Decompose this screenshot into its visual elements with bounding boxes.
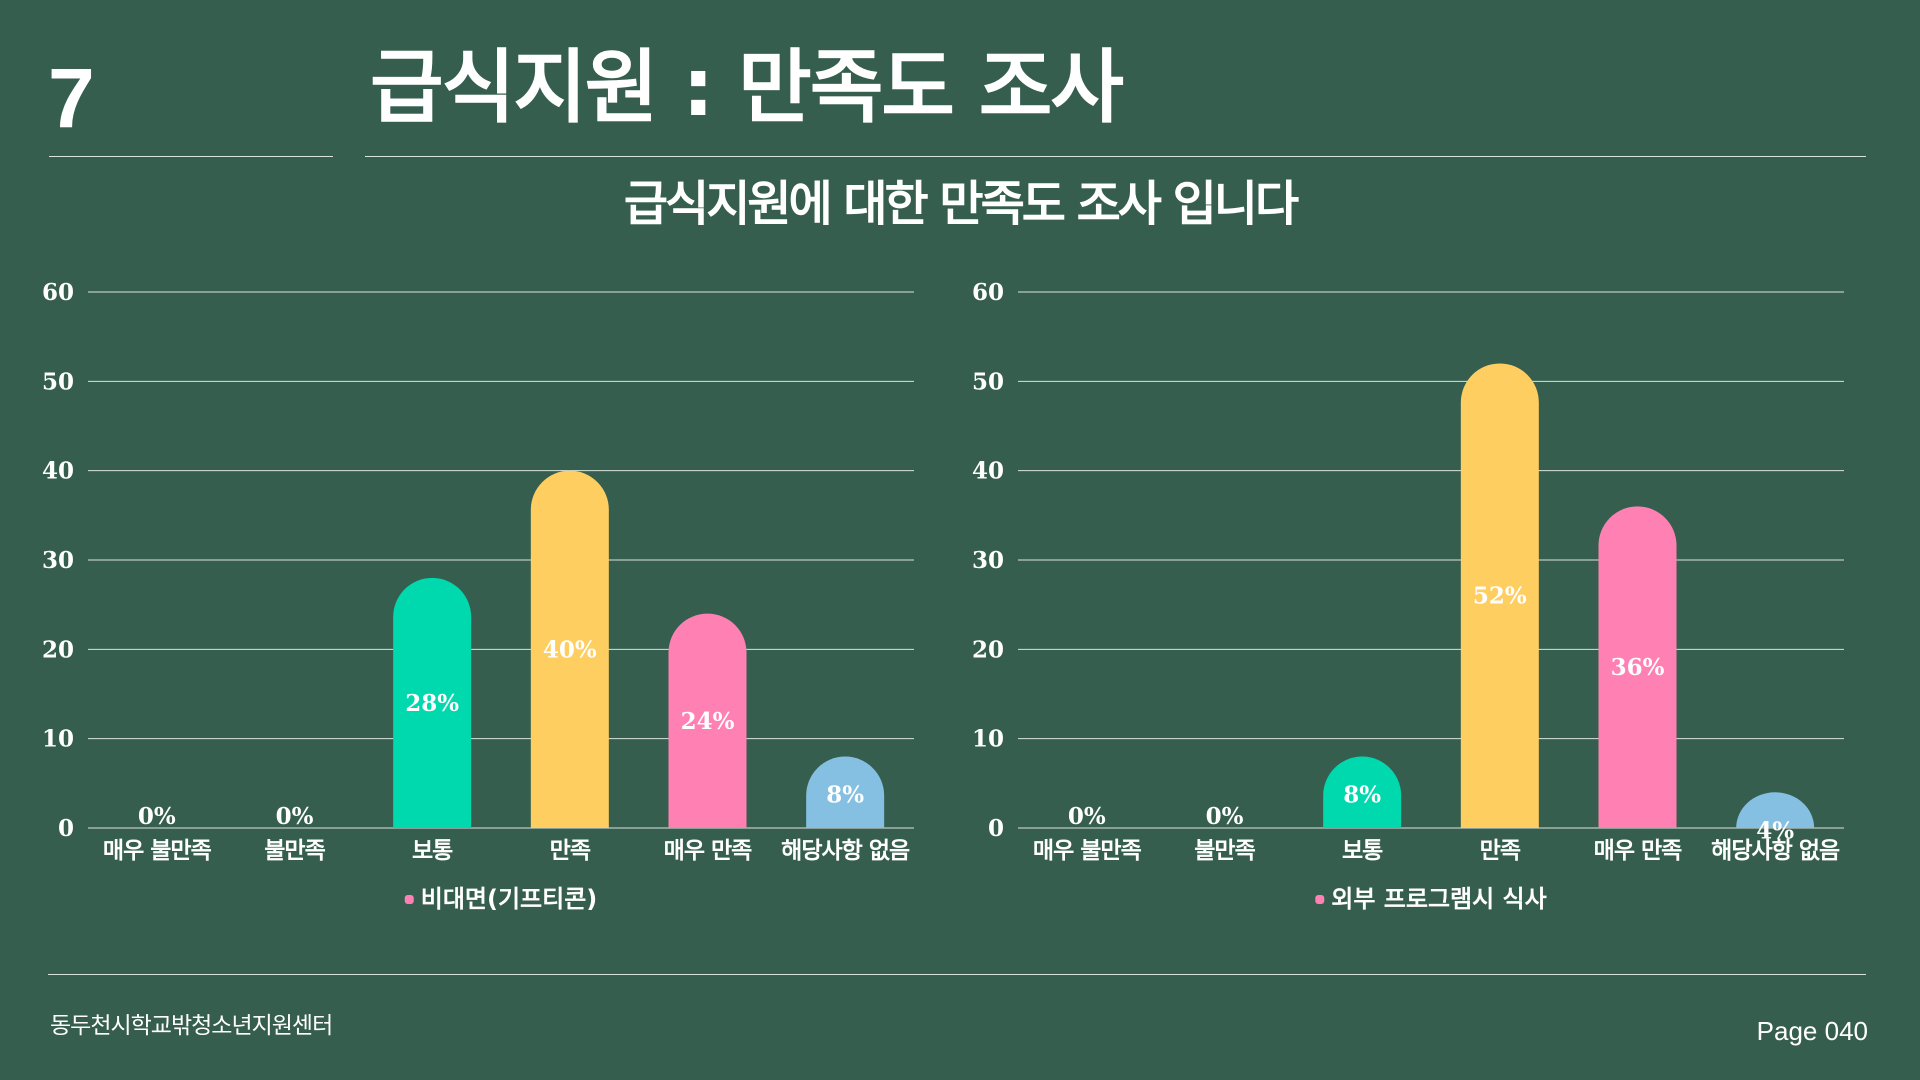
chart-outside-program: 0 10 20 30 40 50 60 0% 매우 불만족 0% 불만족 8% 보통 52% 만족 36% 매우…	[970, 270, 1870, 920]
chart-1-category-label: 매우 불만족	[1033, 838, 1142, 864]
chart-0-bar	[393, 577, 472, 828]
chart-1-bar	[1598, 506, 1677, 828]
chart-svg-gifticon: 0 10 20 30 40 50 60 0% 매우 불만족 0% 불만족 28% 보통 40% 만족 24% 매…	[42, 279, 914, 913]
chart-1-legend-swatch	[1315, 895, 1325, 904]
chart-0-data-label: 24%	[681, 708, 735, 735]
chart-0-data-label: 28%	[405, 690, 459, 717]
chart-1-category-label: 매우 만족	[1594, 838, 1682, 864]
divider-title	[365, 156, 1866, 157]
slide-title: 급식지원 : 만족도 조사	[370, 41, 1124, 134]
chart-0-y-tick-label: 20	[42, 636, 74, 663]
chart-0-y-tick-label: 40	[42, 458, 74, 485]
chart-gifticon: 0 10 20 30 40 50 60 0% 매우 불만족 0% 불만족 28% 보통 40% 만족 24% 매…	[40, 270, 940, 920]
chart-1-y-tick-label: 30	[972, 547, 1004, 574]
slide-subtitle: 급식지원에 대한 만족도 조사 입니다	[623, 176, 1299, 232]
chart-0-bar	[530, 470, 609, 828]
chart-1-category-label: 보통	[1342, 838, 1383, 864]
chart-0-data-label: 0%	[138, 803, 176, 830]
chart-0-category-label: 불만족	[264, 838, 325, 864]
chart-1-y-tick-label: 10	[972, 726, 1004, 753]
chart-1-y-tick-label: 20	[972, 636, 1004, 663]
chart-1-y-tick-label: 0	[988, 815, 1004, 842]
chart-1-data-label: 0%	[1068, 803, 1106, 830]
chart-0-category-label: 매우 불만족	[103, 838, 212, 864]
chart-1-bar	[1460, 363, 1539, 828]
chart-0-bar	[806, 756, 885, 828]
chart-1-category-label: 불만족	[1194, 838, 1255, 864]
chart-1-data-label: 52%	[1473, 583, 1527, 610]
divider-number	[49, 156, 333, 157]
chart-0-y-tick-label: 50	[42, 368, 74, 395]
chart-1-data-label: 8%	[1343, 782, 1381, 809]
chart-0-legend: 비대면(기프티콘)	[404, 885, 598, 913]
slide-number: 7	[48, 51, 95, 145]
chart-1-y-tick-label: 50	[972, 368, 1004, 395]
chart-0-data-label: 0%	[276, 803, 314, 830]
chart-1-data-label: 0%	[1206, 803, 1244, 830]
chart-1-bar	[1323, 756, 1402, 828]
chart-1-legend-label: 외부 프로그램시 식사	[1331, 885, 1546, 913]
chart-0-category-label: 만족	[550, 838, 591, 864]
chart-0-y-tick-label: 30	[42, 547, 74, 574]
footer-page-number: Page 040	[1756, 1016, 1868, 1046]
chart-0-data-label: 40%	[543, 636, 597, 663]
chart-0-bar	[668, 613, 747, 828]
chart-1-y-tick-label: 60	[972, 279, 1004, 306]
chart-1-y-tick-label: 40	[972, 458, 1004, 485]
chart-0-category-label: 매우 만족	[664, 838, 752, 864]
chart-0-legend-label: 비대면(기프티콘)	[421, 885, 598, 913]
chart-0-y-tick-label: 10	[42, 726, 74, 753]
chart-0-data-label: 8%	[826, 782, 864, 809]
chart-1-category-label: 만족	[1480, 838, 1521, 864]
chart-1-data-label: 4%	[1756, 817, 1794, 844]
chart-0-category-label: 보통	[412, 838, 453, 864]
chart-0-y-tick-label: 0	[58, 815, 74, 842]
chart-svg-outside-program: 0 10 20 30 40 50 60 0% 매우 불만족 0% 불만족 8% 보통 52% 만족 36% 매우…	[972, 279, 1844, 913]
chart-0-category-label: 해당사항 없음	[781, 838, 910, 864]
chart-0-legend-swatch	[404, 895, 414, 904]
chart-1-category-label: 해당사항 없음	[1711, 838, 1840, 864]
chart-1-legend: 외부 프로그램시 식사	[1315, 885, 1547, 913]
chart-0-y-tick-label: 60	[42, 279, 74, 306]
divider-footer	[48, 974, 1866, 975]
footer-organization: 동두천시학교밖청소년지원센터	[50, 1013, 333, 1039]
chart-1-data-label: 36%	[1611, 654, 1665, 681]
chart-1-bar	[1736, 792, 1815, 828]
